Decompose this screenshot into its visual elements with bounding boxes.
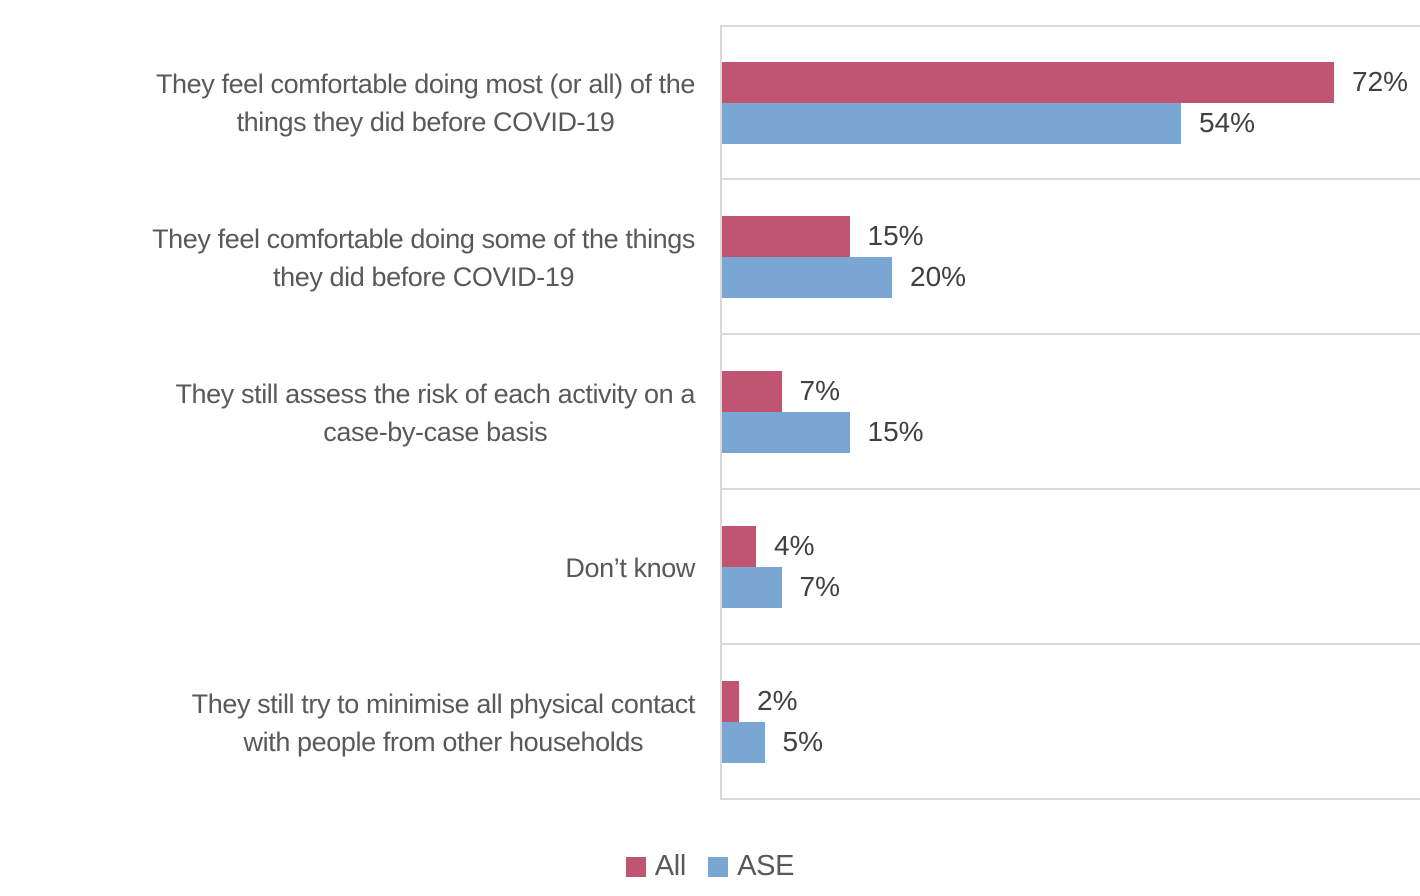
category-label: They feel comfortable doing most (or all… [155, 68, 695, 137]
bar-ase [722, 411, 850, 453]
category-label: They feel comfortable doing some of the … [152, 223, 695, 292]
bar-ase [722, 102, 1181, 144]
value-label-ase: 54% [1199, 107, 1256, 138]
legend-item-ase: ASE [708, 850, 795, 883]
value-label-all: 72% [1352, 66, 1409, 97]
bar-row-all: 4% [722, 525, 1420, 567]
value-label-all: 4% [774, 530, 815, 561]
category-plot-cell: 7% 15% [720, 335, 1420, 490]
category-label: Don’t know [565, 552, 695, 583]
bar-row-ase: 5% [722, 721, 1420, 763]
plot-area: They feel comfortable doing most (or all… [0, 25, 1420, 800]
category-label-cell: They still assess the risk of each activ… [0, 335, 720, 490]
category-label-cell: Don’t know [0, 490, 720, 645]
value-label-all: 7% [799, 375, 840, 406]
category-band: They still try to minimise all physical … [0, 645, 1420, 800]
bar-row-all: 7% [722, 370, 1420, 412]
value-label-ase: 5% [782, 726, 823, 757]
category-label-cell: They still try to minimise all physical … [0, 645, 720, 800]
legend-label-all: All [654, 850, 687, 882]
bar-row-ase: 54% [722, 102, 1420, 144]
category-band: They feel comfortable doing most (or all… [0, 25, 1420, 180]
category-plot-cell: 4% 7% [720, 490, 1420, 645]
category-band: They feel comfortable doing some of the … [0, 180, 1420, 335]
legend-swatch-ase-icon [708, 856, 729, 877]
grouped-bar-chart: They feel comfortable doing most (or all… [0, 25, 1420, 896]
category-plot-cell: 2% 5% [720, 645, 1420, 800]
legend-swatch-all-icon [625, 856, 646, 877]
bar-ase [722, 566, 782, 608]
category-label: They still try to minimise all physical … [191, 688, 696, 757]
bar-row-ase: 15% [722, 411, 1420, 453]
category-plot-cell: 15% 20% [720, 180, 1420, 335]
value-label-all: 2% [757, 685, 798, 716]
legend-label-ase: ASE [737, 850, 795, 882]
value-label-ase: 15% [867, 416, 924, 447]
category-label: They still assess the risk of each activ… [175, 378, 695, 447]
bar-all [722, 215, 850, 257]
bar-row-all: 15% [722, 215, 1420, 257]
bar-row-ase: 7% [722, 566, 1420, 608]
category-band: They still assess the risk of each activ… [0, 335, 1420, 490]
value-label-ase: 7% [799, 571, 840, 602]
category-label-cell: They feel comfortable doing most (or all… [0, 25, 720, 180]
bar-all [722, 370, 782, 412]
bar-row-ase: 20% [722, 256, 1420, 298]
bar-all [722, 680, 739, 722]
value-label-ase: 20% [910, 261, 967, 292]
bar-row-all: 2% [722, 680, 1420, 722]
bar-all [722, 61, 1334, 103]
category-plot-cell: 72% 54% [720, 25, 1420, 180]
category-band: Don’t know 4% 7% [0, 490, 1420, 645]
bar-all [722, 525, 756, 567]
bar-ase [722, 256, 892, 298]
legend-item-all: All [625, 850, 687, 883]
value-label-all: 15% [867, 220, 924, 251]
chart-legend: All ASE [0, 850, 1420, 883]
bar-row-all: 72% [722, 61, 1420, 103]
bar-ase [722, 721, 765, 763]
category-label-cell: They feel comfortable doing some of the … [0, 180, 720, 335]
